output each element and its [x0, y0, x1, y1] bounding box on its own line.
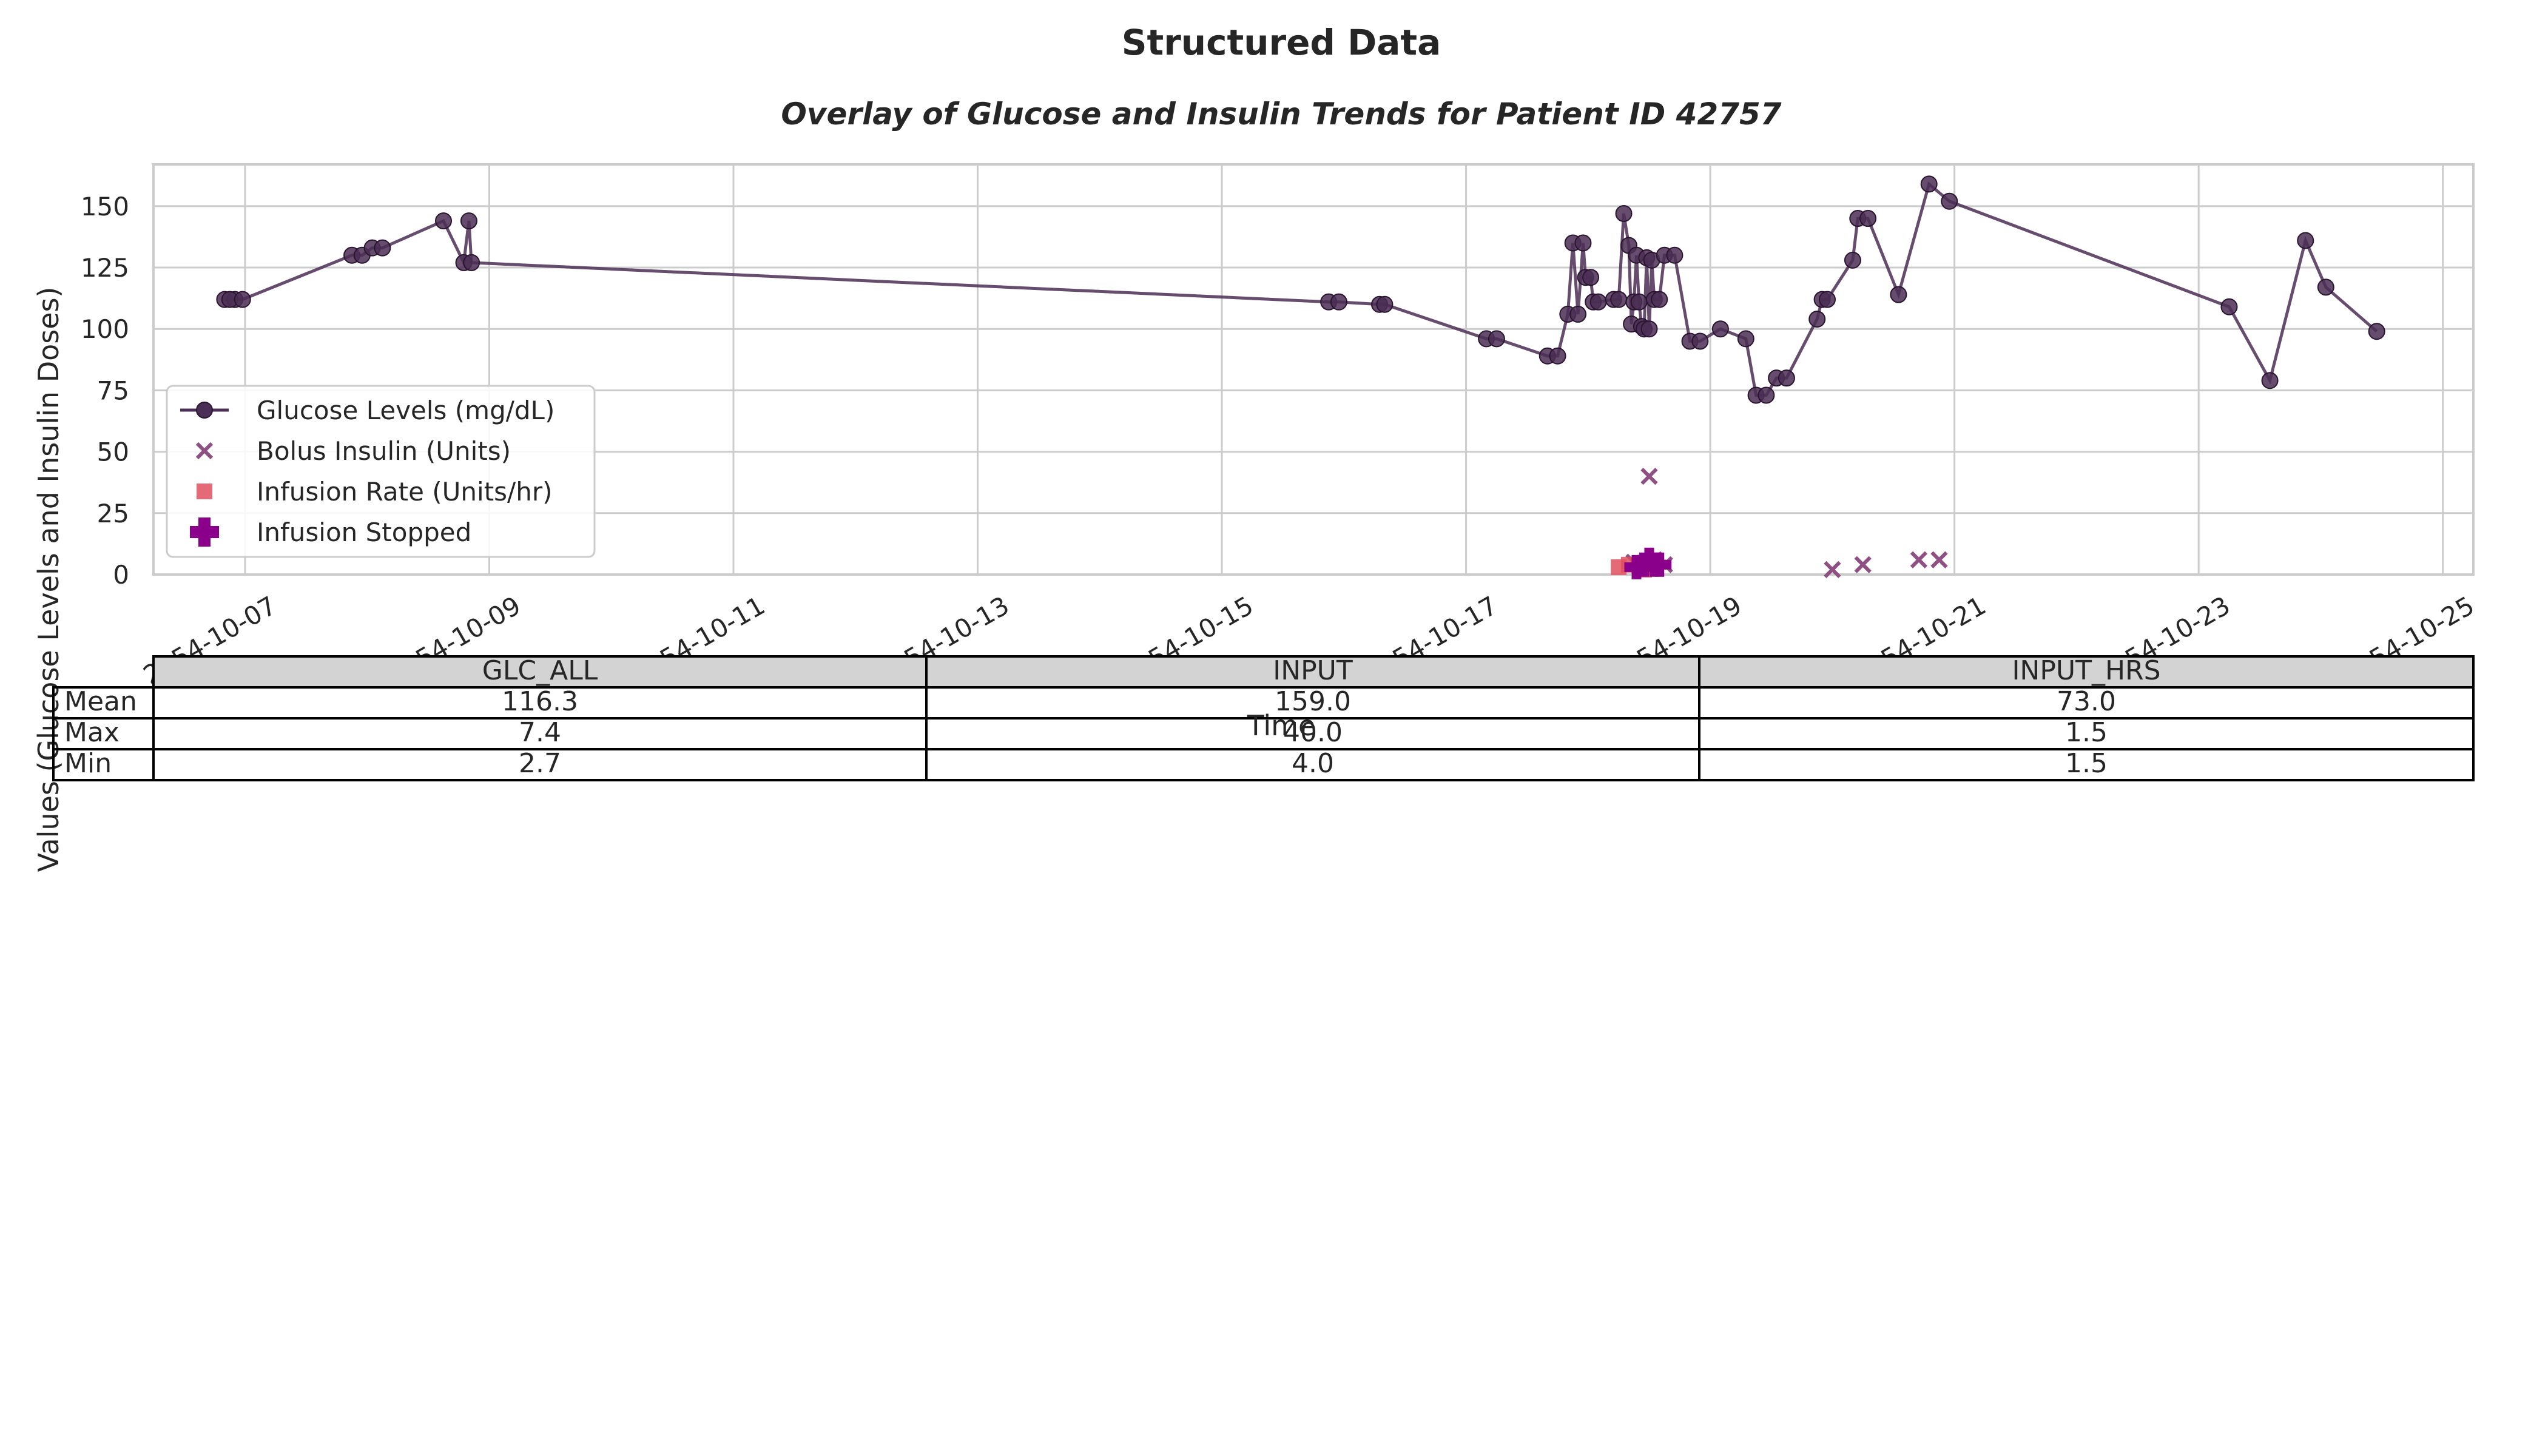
glucose-point	[1844, 251, 1861, 269]
bolus-insulin-marker	[1854, 556, 1872, 573]
glucose-point	[1582, 269, 1600, 286]
glucose-point	[2220, 298, 2238, 315]
bolus-insulin-marker	[1910, 551, 1928, 568]
infusion-stopped-marker	[1647, 552, 1672, 577]
legend-label: Glucose Levels (mg/dL)	[257, 396, 554, 425]
glucose-point	[1890, 286, 1907, 303]
bolus-insulin-marker	[1640, 467, 1658, 485]
glucose-point	[2297, 232, 2314, 249]
y-tick-label: 125	[81, 253, 129, 283]
table-cell: 1.5	[2065, 717, 2108, 748]
table-row-label: Max	[64, 717, 120, 748]
table-cell: 73.0	[2057, 686, 2116, 717]
table-row-label: Min	[64, 748, 112, 779]
table-cell: 7.4	[519, 717, 561, 748]
glucose-point	[1610, 291, 1628, 308]
glucose-point	[1758, 386, 1775, 404]
glucose-point	[1859, 210, 1877, 228]
bolus-insulin-marker	[1824, 561, 1841, 579]
y-axis-label: Values (Glucose Levels and Insulin Doses…	[32, 287, 65, 872]
glucose-point	[463, 254, 480, 271]
table-cell: 1.5	[2065, 748, 2108, 779]
glucose-point	[1920, 175, 1938, 193]
infusion-stopped-marker	[1637, 547, 1662, 572]
glucose-point	[2368, 323, 2385, 340]
glucose-point	[1640, 320, 1658, 338]
table-cell: 159.0	[1275, 686, 1351, 717]
table-cell: 116.3	[502, 686, 578, 717]
data-layer	[216, 175, 2385, 579]
table-row-label: Mean	[64, 686, 137, 717]
y-tick-label: 150	[81, 192, 129, 221]
table-column-header: GLC_ALL	[482, 655, 598, 686]
legend-swatch-x	[195, 442, 214, 460]
legend-swatch-square	[197, 484, 212, 499]
legend-box	[166, 385, 596, 558]
glucose-point	[1589, 293, 1607, 311]
glucose-point	[435, 212, 452, 230]
y-axis: 0 25 50 75 100 125 150	[81, 192, 129, 590]
glucose-point	[1488, 330, 1505, 348]
glucose-point	[1711, 320, 1729, 338]
legend-label: Infusion Rate (Units/hr)	[257, 477, 552, 507]
glucose-point	[1630, 293, 1648, 311]
glucose-point	[1330, 293, 1347, 311]
legend: Glucose Levels (mg/dL) Bolus Insulin (Uni…	[166, 385, 596, 558]
table-header-bg	[153, 656, 2473, 687]
y-tick-label: 25	[97, 499, 129, 528]
y-tick-label: 50	[97, 437, 129, 467]
glucose-point	[1376, 295, 1394, 313]
table-column-header: INPUT	[1273, 655, 1353, 686]
table-cell: 2.7	[519, 748, 561, 779]
table-cell: 4.0	[1292, 748, 1334, 779]
legend-label: Infusion Stopped	[257, 517, 471, 547]
chart-title: Overlay of Glucose and Insulin Trends fo…	[781, 96, 1781, 132]
glucose-point	[1666, 246, 1684, 264]
bolus-insulin-marker	[1930, 551, 1948, 568]
glucose-point	[1778, 369, 1795, 387]
legend-swatch-circle	[196, 402, 213, 419]
figure-suptitle: Structured Data	[1122, 22, 1441, 63]
y-tick-label: 0	[113, 560, 129, 590]
glucose-point	[234, 291, 251, 308]
glucose-point	[1549, 347, 1566, 365]
grid	[153, 164, 2473, 576]
glucose-point	[1737, 330, 1754, 348]
glucose-point	[1615, 204, 1633, 222]
y-tick-label: 75	[97, 376, 129, 405]
y-tick-label: 100	[81, 314, 129, 344]
glucose-point	[1941, 192, 1958, 210]
glucose-point	[1691, 332, 1709, 350]
glucose-point	[2317, 278, 2334, 296]
glucose-point	[1808, 311, 1826, 328]
table-cell: 40.0	[1283, 717, 1343, 748]
x-axis-label: Time	[1247, 709, 1316, 742]
glucose-point	[374, 239, 391, 257]
glucose-point	[1818, 291, 1836, 308]
stats-table: GLC_ALL INPUT INPUT_HRS Mean 116.3 159.0 73.0 M…	[52, 655, 2475, 781]
table-column-header: INPUT_HRS	[2012, 655, 2160, 686]
glucose-point	[1651, 291, 1668, 308]
glucose-point	[460, 212, 477, 230]
glucose-point	[2261, 372, 2279, 389]
glucose-point	[1569, 305, 1587, 323]
legend-label: Bolus Insulin (Units)	[257, 436, 511, 466]
glucose-point	[1574, 234, 1592, 252]
legend-swatch-plus	[190, 517, 219, 547]
